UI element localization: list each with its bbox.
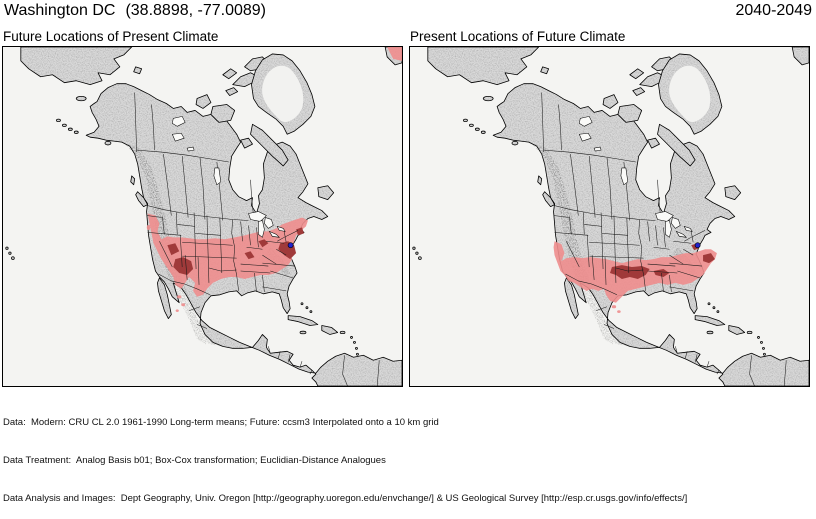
map-panel-present-locations [409, 46, 810, 387]
map-future-locations-of-present-climate [3, 47, 402, 386]
washington-dc-marker [287, 242, 294, 249]
decade-label: 2040-2049 [735, 2, 812, 19]
attribution-line-data: Data: Modern: CRU CL 2.0 1961-1990 Long-… [3, 416, 439, 428]
location-coordinates: (38.8898, -77.0089) [125, 2, 266, 19]
attribution-line-sources: Data Analysis and Images: Dept Geography… [3, 493, 688, 505]
washington-dc-marker [694, 242, 701, 249]
location-name: Washington DC [4, 2, 116, 19]
map-panel-future-locations [2, 46, 403, 387]
map-present-locations-of-future-climate [410, 47, 809, 386]
data-attribution: Data: Modern: CRU CL 2.0 1961-1990 Long-… [3, 391, 813, 519]
right-panel-title: Present Locations of Future Climate [410, 29, 626, 44]
panel-titles-row: Future Locations of Present Climate Pres… [0, 29, 816, 46]
left-panel-title: Future Locations of Present Climate [3, 29, 219, 44]
figure-header: Washington DC (38.8898, -77.0089) 2040-20… [4, 2, 812, 24]
page-title: Washington DC (38.8898, -77.0089) [4, 2, 266, 20]
attribution-line-treatment: Data Treatment: Analog Basis b01; Box-Co… [3, 454, 386, 466]
climate-analog-figure: { "header": { "location_name": "Washingt… [0, 2, 816, 505]
